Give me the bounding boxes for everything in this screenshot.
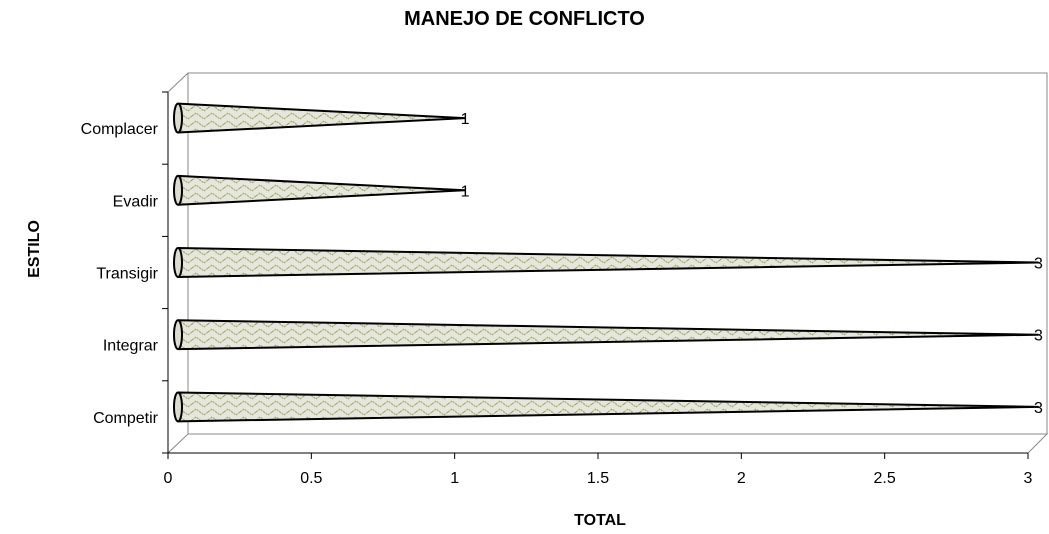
bar — [173, 319, 1039, 351]
x-tick-label: 3 — [1024, 470, 1033, 487]
bar — [173, 102, 466, 134]
x-tick-label: 2.5 — [874, 470, 896, 487]
floor — [166, 433, 1049, 454]
data-label: 1 — [461, 111, 470, 128]
y-tick-label: Transigir — [96, 266, 158, 283]
data-labels-group: 1 1 3 3 3 — [461, 111, 1043, 417]
x-axis-title: TOTAL — [574, 512, 626, 529]
data-label: 3 — [1034, 256, 1043, 273]
x-tick-label: 2 — [737, 470, 746, 487]
bar — [173, 247, 1039, 278]
data-label: 3 — [1034, 400, 1043, 417]
y-axis-ticks: Complacer Evadir Transigir Integrar Competir — [81, 91, 168, 454]
y-tick-label: Integrar — [103, 338, 159, 355]
bar — [173, 391, 1039, 423]
chart-title: MANEJO DE CONFLICTO — [404, 8, 645, 30]
y-tick-label: Evadir — [113, 193, 159, 210]
x-tick-label: 0 — [164, 470, 173, 487]
y-tick-label: Complacer — [81, 121, 159, 138]
data-label: 1 — [461, 183, 470, 200]
x-tick-label: 1.5 — [587, 470, 609, 487]
side-edge — [167, 72, 189, 93]
bar — [173, 174, 466, 206]
x-tick-label: 1 — [450, 470, 459, 487]
data-label: 3 — [1034, 328, 1043, 345]
bars-group — [173, 102, 1039, 423]
x-tick-label: 0.5 — [300, 470, 322, 487]
x-axis-ticks: 0 0.5 1 1.5 2 2.5 3 — [164, 453, 1033, 487]
y-tick-label: Competir — [93, 410, 159, 427]
